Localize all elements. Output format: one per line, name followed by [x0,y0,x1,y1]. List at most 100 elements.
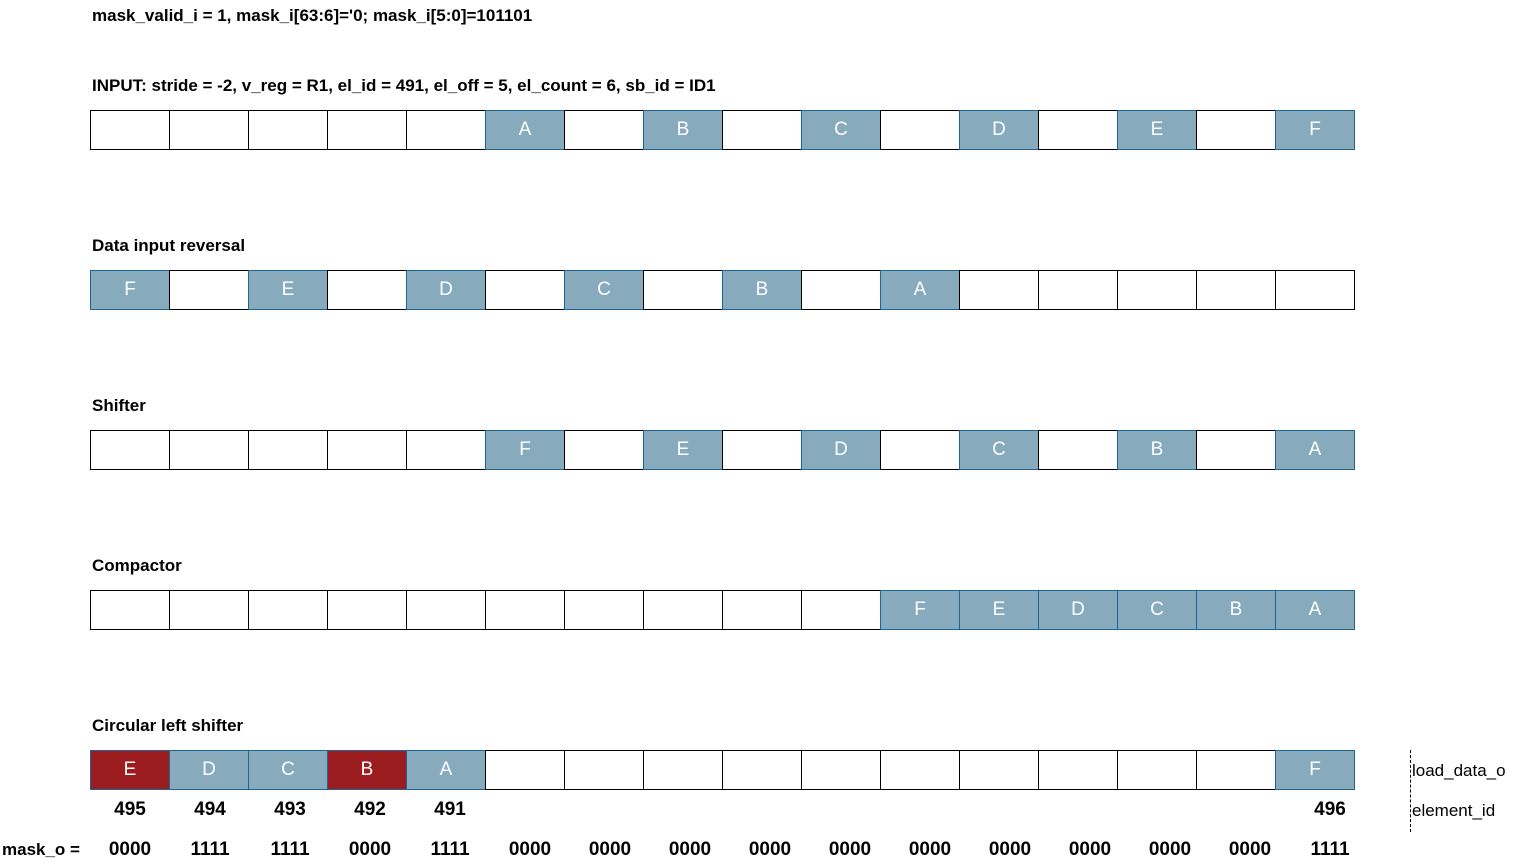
register-cell [327,590,407,630]
register-cell [1038,270,1118,310]
register-cell: D [1038,590,1118,630]
register-cell [406,110,486,150]
register-cell [643,270,723,310]
register-cell: C [564,270,644,310]
register-cell: B [722,270,802,310]
element-id-value [650,798,730,822]
load-data-label: load_data_o [1412,761,1506,780]
register-cell: C [1117,590,1197,630]
mask-output-label: mask_o = [2,840,80,859]
register-cell: B [1117,430,1197,470]
mask-output-value: 1111 [190,839,230,860]
register-cell: B [643,110,723,150]
element-id-value [570,798,650,822]
mask-output-value: 0000 [908,839,952,860]
mask-output-value: 0000 [668,839,712,860]
register-cell: E [90,750,170,790]
mask-output-value: 0000 [348,839,392,860]
register-cell [1196,430,1276,470]
register-cell [169,110,249,150]
register-cell [880,430,960,470]
register-cell [1275,270,1355,310]
register-cell [564,430,644,470]
register-cell [1038,430,1118,470]
register-cell: E [643,430,723,470]
register-cell [1038,110,1118,150]
element-id-value [890,798,970,822]
mask-output-value: 0000 [828,839,872,860]
register-cell [485,270,565,310]
register-cell [406,590,486,630]
mask-output-value: 1111 [430,839,470,860]
stage-title-shifter: Shifter [92,396,146,415]
register-cell: D [406,270,486,310]
register-cell: D [959,110,1039,150]
register-cell [169,270,249,310]
stage-title-circular-shifter: Circular left shifter [92,716,244,735]
register-cell: C [959,430,1039,470]
register-cell [169,430,249,470]
register-cell [1117,270,1197,310]
register-cell [801,750,881,790]
register-cell [801,270,881,310]
register-cell: E [959,590,1039,630]
register-cell: A [406,750,486,790]
register-cell [485,590,565,630]
register-cell: F [1275,750,1355,790]
register-cell [327,270,407,310]
mask-output-value: 1111 [1310,839,1350,860]
mask-output-value: 0000 [508,839,552,860]
mask-output-value: 0000 [988,839,1032,860]
register-cell [722,430,802,470]
element-id-value [970,798,1050,822]
element-id-label: element_id [1412,801,1496,820]
element-id-row: 495 494 493 492 491 496 [90,798,1370,822]
register-cell [959,750,1039,790]
mask-output-value: 0000 [588,839,632,860]
stage-title-compactor: Compactor [92,556,182,575]
mask-output-value: 0000 [1068,839,1112,860]
register-cell [880,750,960,790]
mask-output-row: 0000 1111 1111 0000 1111 0000 0000 0000 0000 0000… [90,838,1370,862]
element-id-value [1210,798,1290,822]
register-cell: F [880,590,960,630]
register-cell [564,590,644,630]
register-cell [722,750,802,790]
register-cell [248,110,328,150]
element-id-value: 492 [354,799,386,820]
register-cell [90,590,170,630]
register-cell: F [485,430,565,470]
element-id-value [810,798,890,822]
register-cell [1196,270,1276,310]
register-cell [801,590,881,630]
register-cell [564,110,644,150]
register-cell [959,270,1039,310]
element-id-value: 491 [434,799,466,820]
register-cell: A [485,110,565,150]
register-cell [248,430,328,470]
element-id-value: 494 [194,799,226,820]
register-cell: D [169,750,249,790]
mask-config-text: mask_valid_i = 1, mask_i[63:6]='0; mask_… [92,6,533,25]
element-id-value: 496 [1314,799,1346,820]
register-cell [90,430,170,470]
element-id-value [730,798,810,822]
mask-output-value: 0000 [108,839,152,860]
register-cell: A [880,270,960,310]
register-cell [722,590,802,630]
element-id-value [1050,798,1130,822]
register-cell: A [1275,590,1355,630]
input-config-text: INPUT: stride = -2, v_reg = R1, el_id = … [92,76,716,95]
register-cell [327,430,407,470]
register-cell: E [1117,110,1197,150]
register-cell: B [1196,590,1276,630]
register-cell: F [90,270,170,310]
register-cell [1117,750,1197,790]
register-cell [643,590,723,630]
stage-title-reversal: Data input reversal [92,236,246,255]
register-cell [485,750,565,790]
mask-output-value: 0000 [1148,839,1192,860]
